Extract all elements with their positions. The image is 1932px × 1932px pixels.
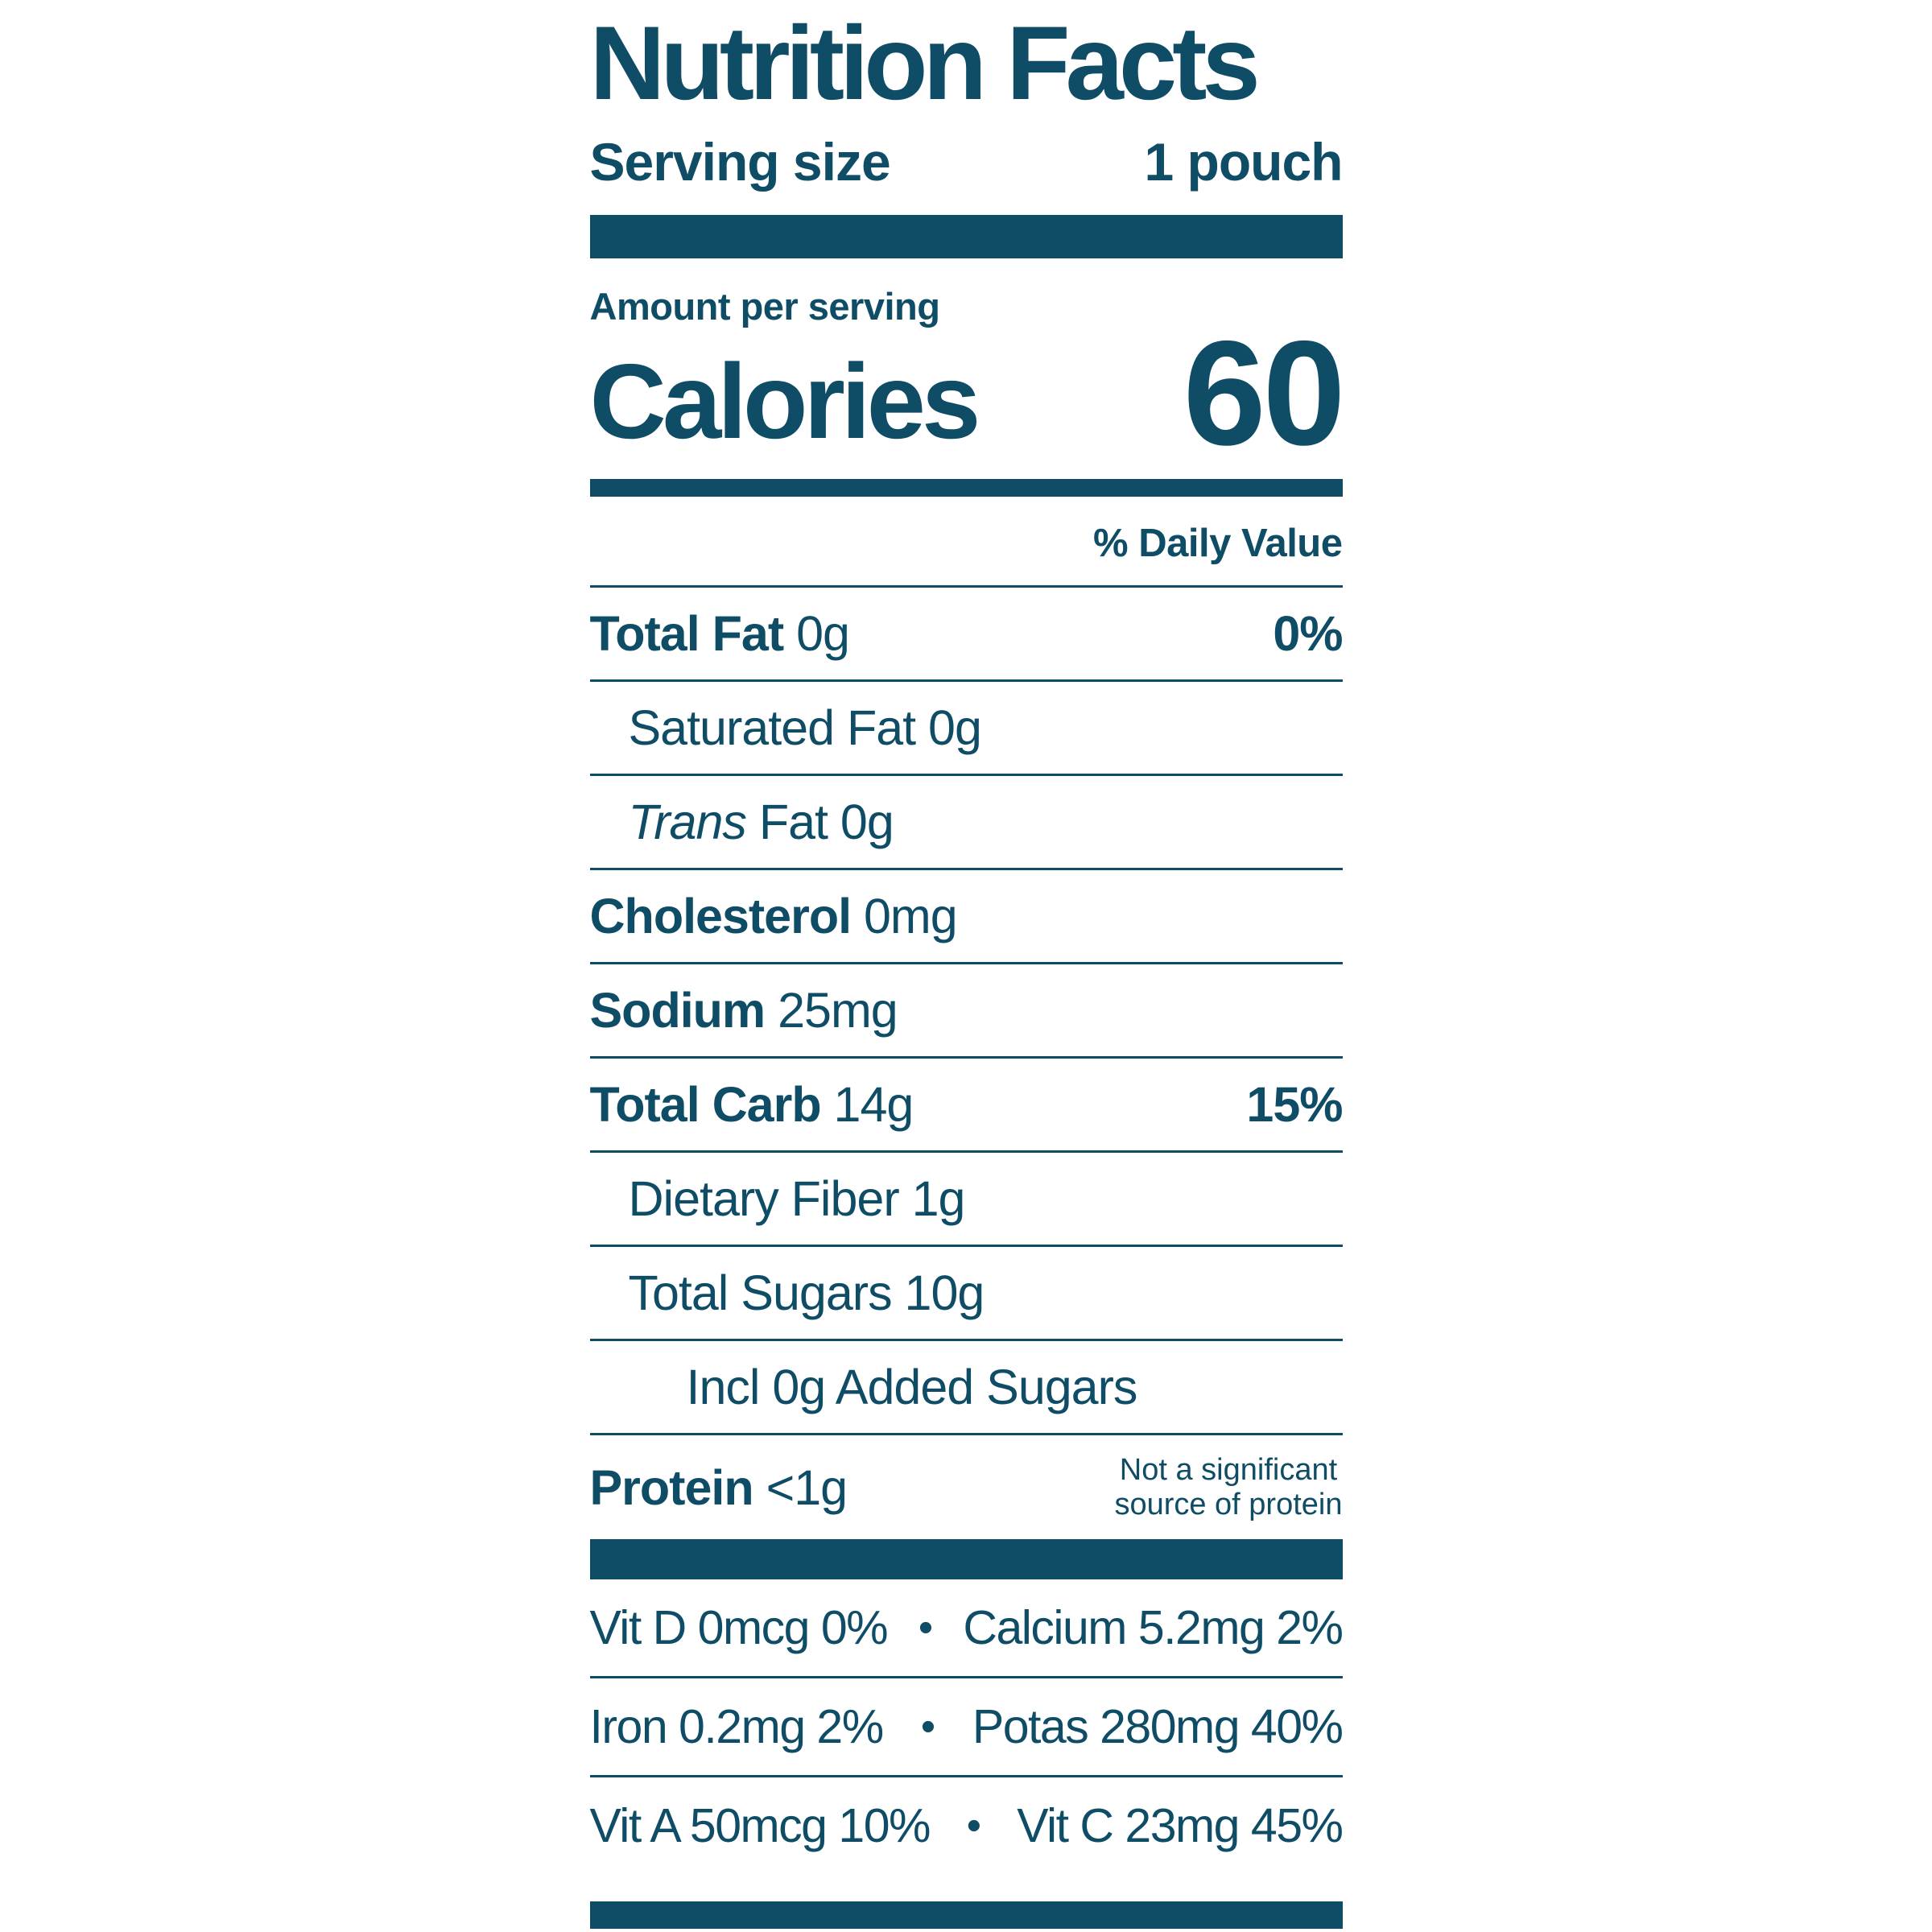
nutrient-row-sodium: Sodium 25mg: [589, 964, 1343, 1059]
vitamin-right: Potas 280mg 40%: [972, 1700, 1344, 1754]
calories-label: Calories: [589, 342, 981, 461]
vitamin-right: Vit C 23mg 45%: [1017, 1799, 1344, 1853]
nutrient-text: Total Fat 0g: [589, 606, 850, 662]
daily-value-percent: 15%: [1246, 1077, 1343, 1133]
nutrient-row-total-fat: Total Fat 0g 0%: [589, 588, 1344, 683]
daily-value-percent: 0%: [1273, 606, 1343, 662]
protein-note-line2: source of protein: [1114, 1487, 1343, 1521]
vitamin-row-2: Iron 0.2mg 2% • Potas 280mg 40%: [589, 1678, 1344, 1778]
nutrient-row-added-sugars: Incl 0g Added Sugars: [589, 1341, 1343, 1436]
amount-per-serving-label: Amount per serving: [589, 284, 940, 328]
bullet-separator: •: [920, 1703, 935, 1751]
nutrient-text: Total Sugars 10g: [628, 1265, 985, 1321]
nutrient-text: Sodium 25mg: [589, 983, 898, 1038]
divider-medium-calories: [589, 479, 1343, 497]
vitamin-left: Vit A 50mcg 10%: [589, 1799, 931, 1853]
nutrient-row-dietary-fiber: Dietary Fiber 1g: [589, 1153, 1343, 1248]
bullet-separator: •: [918, 1604, 933, 1652]
protein-note-line1: Not a significant: [1119, 1453, 1338, 1488]
daily-value-header: % Daily Value: [589, 497, 1343, 588]
calories-value: 60: [1183, 310, 1346, 477]
vitamin-right: Calcium 5.2mg 2%: [963, 1601, 1344, 1655]
vitamin-row-1: Vit D 0mcg 0% • Calcium 5.2mg 2%: [589, 1579, 1344, 1679]
nutrient-row-cholesterol: Cholesterol 0mg: [589, 870, 1343, 965]
nutrient-text: Cholesterol 0mg: [589, 889, 958, 944]
nutrient-text: Dietary Fiber 1g: [628, 1171, 966, 1227]
serving-size-label: Serving size: [589, 131, 891, 192]
nutrient-text: Protein <1g: [589, 1459, 848, 1515]
divider-thick-top: [589, 214, 1343, 258]
vitamin-row-3: Vit A 50mcg 10% • Vit C 23mg 45%: [589, 1777, 1344, 1874]
serving-size-row: Serving size 1 pouch: [589, 131, 1344, 192]
nutrient-row-saturated-fat: Saturated Fat 0g: [589, 682, 1343, 777]
calories-row: Calories 60: [589, 310, 1346, 477]
vitamin-left: Iron 0.2mg 2%: [589, 1700, 885, 1754]
nutrient-text: Saturated Fat 0g: [628, 700, 982, 756]
divider-thick-bottom: [589, 1901, 1343, 1929]
nutrient-text: Trans Fat 0g: [628, 795, 894, 850]
nutrient-row-trans-fat: Trans Fat 0g: [589, 776, 1343, 871]
nutrient-text: Incl 0g Added Sugars: [686, 1360, 1138, 1415]
nutrient-row-total-sugars: Total Sugars 10g: [589, 1247, 1343, 1342]
nutrient-row-protein: Protein <1g Not a significant source of …: [590, 1435, 1343, 1539]
nutrition-facts-title: Nutrition Facts: [589, 4, 1261, 122]
nutrient-row-total-carb: Total Carb 14g 15%: [589, 1059, 1344, 1154]
vitamin-left: Vit D 0mcg 0%: [589, 1601, 889, 1655]
divider-thick-vitamins: [589, 1539, 1343, 1580]
nutrition-facts-panel: Nutrition Facts Serving size 1 pouch Amo…: [589, 0, 1346, 1929]
bullet-separator: •: [966, 1802, 981, 1850]
protein-note: Not a significant source of protein: [1114, 1453, 1342, 1521]
nutrient-text: Total Carb 14g: [589, 1077, 914, 1133]
serving-size-value: 1 pouch: [1144, 131, 1343, 192]
